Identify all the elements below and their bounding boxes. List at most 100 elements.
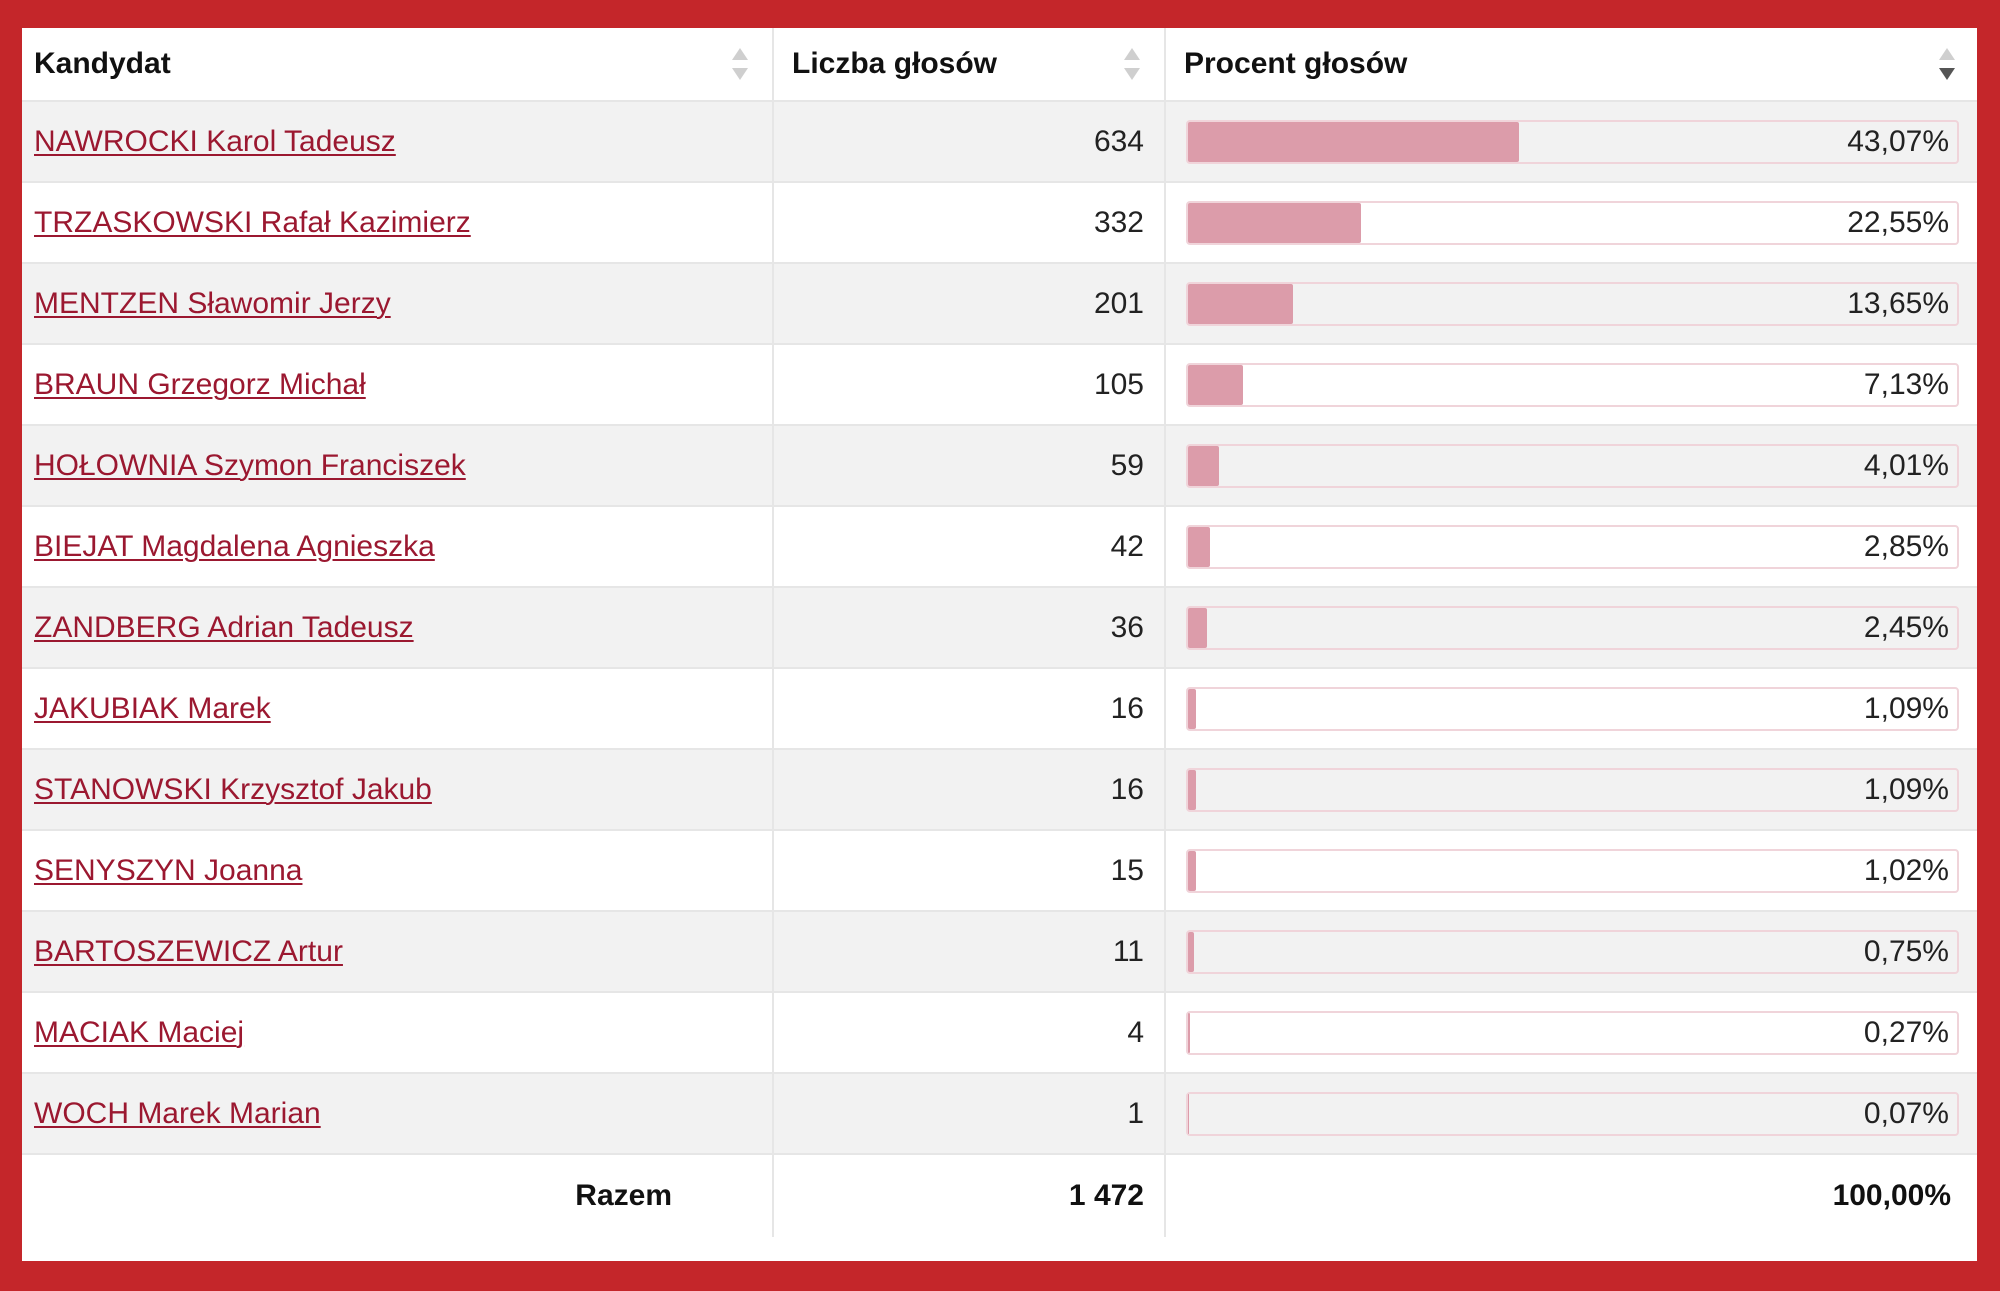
percent-bar-fill xyxy=(1188,283,1293,324)
candidate-cell: BARTOSZEWICZ Artur xyxy=(22,911,774,993)
percent-cell: 1,09% xyxy=(1165,749,1977,831)
votes-cell: 4 xyxy=(773,992,1166,1074)
percent-cell: 1,02% xyxy=(1165,830,1977,912)
percent-bar-fill xyxy=(1188,931,1194,972)
percent-label: 1,02% xyxy=(1863,853,1949,887)
percent-cell: 1,09% xyxy=(1165,668,1977,750)
candidate-link[interactable]: MACIAK Maciej xyxy=(34,1015,245,1049)
percent-bar: 13,65% xyxy=(1186,281,1959,326)
votes-cell: 332 xyxy=(773,182,1166,264)
candidate-cell: JAKUBIAK Marek xyxy=(22,668,774,750)
column-header-label: Procent głosów xyxy=(1184,47,1408,80)
candidate-cell: WOCH Marek Marian xyxy=(22,1073,774,1155)
percent-label: 7,13% xyxy=(1863,367,1949,401)
candidate-link[interactable]: BRAUN Grzegorz Michał xyxy=(34,367,366,401)
percent-bar: 0,27% xyxy=(1186,1010,1959,1055)
candidate-cell: TRZASKOWSKI Rafał Kazimierz xyxy=(22,182,774,264)
percent-label: 13,65% xyxy=(1847,286,1949,320)
percent-bar: 22,55% xyxy=(1186,200,1959,245)
percent-bar: 0,75% xyxy=(1186,929,1959,974)
percent-label: 0,75% xyxy=(1863,934,1949,968)
percent-label: 1,09% xyxy=(1863,772,1949,806)
table-row: SENYSZYN Joanna 15 1,02% xyxy=(22,830,1977,912)
candidate-link[interactable]: HOŁOWNIA Szymon Franciszek xyxy=(34,448,466,482)
percent-bar: 1,02% xyxy=(1186,848,1959,893)
total-votes: 1 472 xyxy=(773,1154,1166,1237)
percent-cell: 0,27% xyxy=(1165,992,1977,1074)
column-header-label: Kandydat xyxy=(34,47,171,80)
percent-cell: 13,65% xyxy=(1165,263,1977,345)
percent-label: 43,07% xyxy=(1847,124,1949,158)
percent-bar: 2,45% xyxy=(1186,605,1959,650)
candidate-link[interactable]: MENTZEN Sławomir Jerzy xyxy=(34,286,391,320)
table-row: NAWROCKI Karol Tadeusz 634 43,07% xyxy=(22,101,1977,183)
percent-bar: 0,07% xyxy=(1186,1091,1959,1136)
sort-descending-icon[interactable] xyxy=(1939,46,1955,82)
percent-cell: 2,45% xyxy=(1165,587,1977,669)
candidate-cell: BIEJAT Magdalena Agnieszka xyxy=(22,506,774,588)
percent-label: 2,85% xyxy=(1863,529,1949,563)
candidate-link[interactable]: BARTOSZEWICZ Artur xyxy=(34,934,343,968)
table-row: MENTZEN Sławomir Jerzy 201 13,65% xyxy=(22,263,1977,345)
percent-bar: 4,01% xyxy=(1186,443,1959,488)
candidate-link[interactable]: JAKUBIAK Marek xyxy=(34,691,271,725)
table-row: BRAUN Grzegorz Michał 105 7,13% xyxy=(22,344,1977,426)
votes-cell: 36 xyxy=(773,587,1166,669)
candidate-link[interactable]: WOCH Marek Marian xyxy=(34,1096,321,1130)
percent-cell: 7,13% xyxy=(1165,344,1977,426)
votes-cell: 105 xyxy=(773,344,1166,426)
candidate-link[interactable]: ZANDBERG Adrian Tadeusz xyxy=(34,610,414,644)
table-body: NAWROCKI Karol Tadeusz 634 43,07% TRZASKOWS… xyxy=(22,101,1977,1155)
candidate-cell: MACIAK Maciej xyxy=(22,992,774,1074)
table-row: BIEJAT Magdalena Agnieszka 42 2,85% xyxy=(22,506,1977,588)
candidate-link[interactable]: STANOWSKI Krzysztof Jakub xyxy=(34,772,432,806)
results-table: Kandydat Liczba głosów Procent głosów NA… xyxy=(22,28,1977,1237)
percent-bar: 2,85% xyxy=(1186,524,1959,569)
table-row: MACIAK Maciej 4 0,27% xyxy=(22,992,1977,1074)
percent-bar: 1,09% xyxy=(1186,686,1959,731)
table-row: STANOWSKI Krzysztof Jakub 16 1,09% xyxy=(22,749,1977,831)
candidate-cell: STANOWSKI Krzysztof Jakub xyxy=(22,749,774,831)
votes-cell: 634 xyxy=(773,101,1166,183)
column-header-votes[interactable]: Liczba głosów xyxy=(773,28,1166,102)
percent-bar-fill xyxy=(1188,688,1197,729)
percent-cell: 0,07% xyxy=(1165,1073,1977,1155)
percent-bar-fill xyxy=(1188,121,1520,162)
percent-label: 2,45% xyxy=(1863,610,1949,644)
percent-bar-fill xyxy=(1188,607,1207,648)
sort-icon[interactable] xyxy=(732,46,748,82)
votes-cell: 42 xyxy=(773,506,1166,588)
votes-cell: 16 xyxy=(773,668,1166,750)
percent-bar-fill xyxy=(1188,364,1243,405)
percent-bar-fill xyxy=(1188,445,1219,486)
votes-cell: 16 xyxy=(773,749,1166,831)
table-row: HOŁOWNIA Szymon Franciszek 59 4,01% xyxy=(22,425,1977,507)
candidate-cell: ZANDBERG Adrian Tadeusz xyxy=(22,587,774,669)
candidate-link[interactable]: SENYSZYN Joanna xyxy=(34,853,303,887)
candidate-cell: SENYSZYN Joanna xyxy=(22,830,774,912)
votes-cell: 15 xyxy=(773,830,1166,912)
percent-label: 0,07% xyxy=(1863,1096,1949,1130)
candidate-cell: MENTZEN Sławomir Jerzy xyxy=(22,263,774,345)
candidate-link[interactable]: BIEJAT Magdalena Agnieszka xyxy=(34,529,435,563)
table-header-row: Kandydat Liczba głosów Procent głosów xyxy=(22,28,1977,102)
percent-bar: 1,09% xyxy=(1186,767,1959,812)
column-header-label: Liczba głosów xyxy=(792,47,998,80)
votes-cell: 1 xyxy=(773,1073,1166,1155)
percent-bar-fill xyxy=(1188,850,1196,891)
votes-cell: 11 xyxy=(773,911,1166,993)
percent-bar-fill xyxy=(1188,1093,1189,1134)
candidate-link[interactable]: TRZASKOWSKI Rafał Kazimierz xyxy=(34,205,471,239)
column-header-candidate[interactable]: Kandydat xyxy=(22,28,774,102)
percent-cell: 4,01% xyxy=(1165,425,1977,507)
votes-cell: 59 xyxy=(773,425,1166,507)
column-header-percent[interactable]: Procent głosów xyxy=(1165,28,1977,102)
sort-icon[interactable] xyxy=(1124,46,1140,82)
percent-cell: 22,55% xyxy=(1165,182,1977,264)
percent-bar: 7,13% xyxy=(1186,362,1959,407)
total-percent: 100,00% xyxy=(1832,1179,1951,1212)
candidate-link[interactable]: NAWROCKI Karol Tadeusz xyxy=(34,124,396,158)
votes-cell: 201 xyxy=(773,263,1166,345)
percent-cell: 43,07% xyxy=(1165,101,1977,183)
percent-label: 0,27% xyxy=(1863,1015,1949,1049)
